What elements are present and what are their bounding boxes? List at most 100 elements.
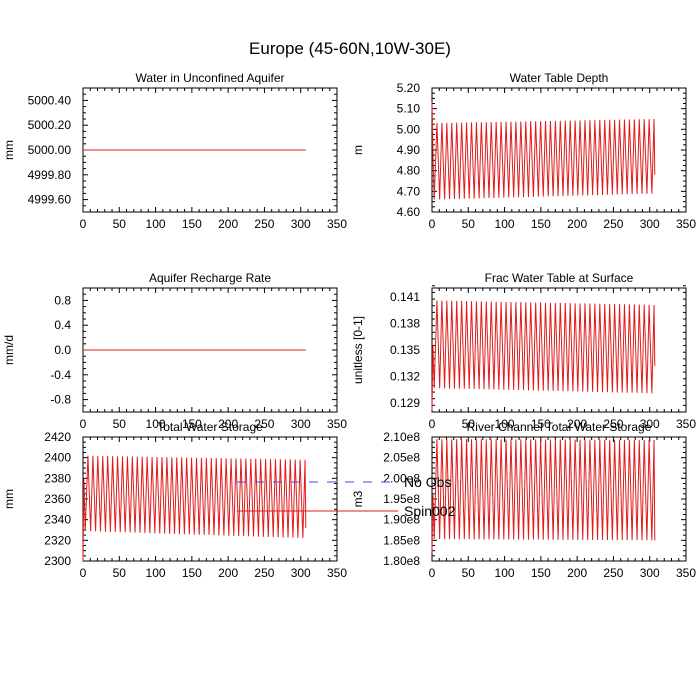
- panel-frac-water-table-at-surface: Frac Water Table at Surface unitless [0-1…: [351, 271, 696, 431]
- y-tick-label: 0.0: [54, 343, 71, 357]
- x-tick-label: 0: [80, 417, 87, 431]
- y-tick-label: 4.80: [397, 164, 421, 178]
- x-tick-label: 250: [603, 417, 623, 431]
- y-tick-label: 5000.20: [28, 118, 72, 132]
- x-tick-label: 50: [462, 417, 476, 431]
- y-tick-label: 5.10: [397, 102, 421, 116]
- x-tick-label: 200: [218, 566, 238, 580]
- x-tick-label: 350: [676, 217, 696, 231]
- y-tick-label: 1.80e8: [383, 554, 420, 568]
- y-tick-label: 0.138: [390, 316, 420, 330]
- y-axis-label: m3: [351, 490, 365, 507]
- y-tick-label: -0.8: [50, 393, 71, 407]
- x-tick-label: 150: [531, 417, 551, 431]
- series-line-spin002: [82, 455, 307, 562]
- x-tick-label: 350: [676, 417, 696, 431]
- x-tick-label: 350: [676, 566, 696, 580]
- x-tick-label: 0: [429, 417, 436, 431]
- panel-river-channel-total-water-storage: River Channel Total Water Storage m3 0 50 10…: [351, 420, 696, 580]
- x-tick-label: 150: [182, 417, 202, 431]
- y-tick-label: 5000.00: [28, 143, 72, 157]
- panel-water-in-unconfined-aquifer: Water in Unconfined Aquifer mm 0 50 100 150 20…: [2, 71, 347, 231]
- x-tick-label: 50: [113, 417, 127, 431]
- y-tick-label: 0.4: [54, 318, 71, 332]
- x-tick-label: 200: [218, 417, 238, 431]
- x-tick-label: 250: [254, 566, 274, 580]
- panel-title: Total Water Storage: [157, 420, 263, 434]
- y-tick-label: 2400: [44, 451, 71, 465]
- series-line-spin002: [431, 102, 656, 200]
- x-tick-label: 100: [146, 217, 166, 231]
- y-tick-label: 0.8: [54, 293, 71, 307]
- panel-aquifer-recharge-rate: Aquifer Recharge Rate mm/d 0 50 100 150 200 250…: [2, 271, 347, 431]
- x-tick-label: 200: [567, 566, 587, 580]
- x-tick-label: 350: [327, 566, 347, 580]
- x-tick-label: 200: [218, 217, 238, 231]
- y-tick-label: 2360: [44, 492, 71, 506]
- x-tick-label: 300: [291, 417, 311, 431]
- y-tick-label: 2.10e8: [383, 430, 420, 444]
- panel-title: Frac Water Table at Surface: [485, 271, 634, 285]
- y-tick-label: 4999.80: [28, 168, 72, 182]
- y-axis-label: unitless [0-1]: [351, 316, 365, 384]
- y-tick-label: -0.4: [50, 368, 71, 382]
- x-tick-label: 0: [80, 217, 87, 231]
- panels: Water in Unconfined Aquifer mm 0 50 100 150 20…: [2, 71, 696, 580]
- y-tick-label: 1.90e8: [383, 513, 420, 527]
- y-tick-label: 1.85e8: [383, 533, 420, 547]
- x-tick-label: 250: [254, 417, 274, 431]
- plot-frame: [431, 287, 687, 413]
- y-axis-label: mm: [2, 140, 16, 160]
- panel-total-water-storage: Total Water Storage mm 0 50 100 150 200 250 300 3…: [2, 420, 347, 580]
- y-tick-label: 0.135: [390, 343, 420, 357]
- y-tick-label: 5.00: [397, 122, 421, 136]
- y-tick-label: 4.70: [397, 184, 421, 198]
- x-tick-label: 350: [327, 217, 347, 231]
- y-tick-label: 2300: [44, 554, 71, 568]
- x-tick-label: 300: [291, 217, 311, 231]
- series-line-spin002: [431, 439, 656, 553]
- y-tick-label: 2420: [44, 430, 71, 444]
- legend: No Obs Spin002: [237, 474, 456, 519]
- y-tick-label: 1.95e8: [383, 492, 420, 506]
- y-axis-label: m: [351, 145, 365, 155]
- x-tick-label: 50: [462, 566, 476, 580]
- panel-title: Water Table Depth: [510, 71, 609, 85]
- y-tick-label: 4.60: [397, 205, 421, 219]
- x-tick-label: 150: [531, 217, 551, 231]
- panel-title: Water in Unconfined Aquifer: [136, 71, 285, 85]
- y-axis-label: mm: [2, 489, 16, 509]
- legend-label-spin002: Spin002: [404, 503, 456, 519]
- x-tick-label: 150: [182, 217, 202, 231]
- x-tick-label: 200: [567, 417, 587, 431]
- y-tick-label: 4999.60: [28, 193, 72, 207]
- panel-water-table-depth: Water Table Depth m 0 50 100 150 200 250 300 350 4…: [351, 71, 696, 231]
- y-tick-label: 2320: [44, 533, 71, 547]
- x-tick-label: 250: [603, 217, 623, 231]
- y-tick-label: 0.129: [390, 396, 420, 410]
- x-tick-label: 150: [531, 566, 551, 580]
- x-tick-label: 50: [113, 217, 127, 231]
- y-tick-label: 0.132: [390, 370, 420, 384]
- y-tick-label: 2.05e8: [383, 451, 420, 465]
- x-tick-label: 100: [495, 217, 515, 231]
- figure-title: Europe (45-60N,10W-30E): [249, 39, 451, 58]
- x-tick-label: 100: [146, 566, 166, 580]
- y-tick-label: 5.20: [397, 81, 421, 95]
- x-tick-label: 50: [113, 566, 127, 580]
- x-tick-label: 0: [80, 566, 87, 580]
- panel-title: Aquifer Recharge Rate: [149, 271, 271, 285]
- x-tick-label: 100: [495, 566, 515, 580]
- x-tick-label: 250: [254, 217, 274, 231]
- x-tick-label: 250: [603, 566, 623, 580]
- x-tick-label: 100: [146, 417, 166, 431]
- legend-label-no-obs: No Obs: [404, 474, 451, 490]
- y-axis-label: mm/d: [2, 335, 16, 365]
- x-tick-label: 350: [327, 417, 347, 431]
- y-tick-label: 4.90: [397, 143, 421, 157]
- x-tick-label: 150: [182, 566, 202, 580]
- x-tick-label: 0: [429, 217, 436, 231]
- x-tick-label: 50: [462, 217, 476, 231]
- x-tick-label: 300: [640, 417, 660, 431]
